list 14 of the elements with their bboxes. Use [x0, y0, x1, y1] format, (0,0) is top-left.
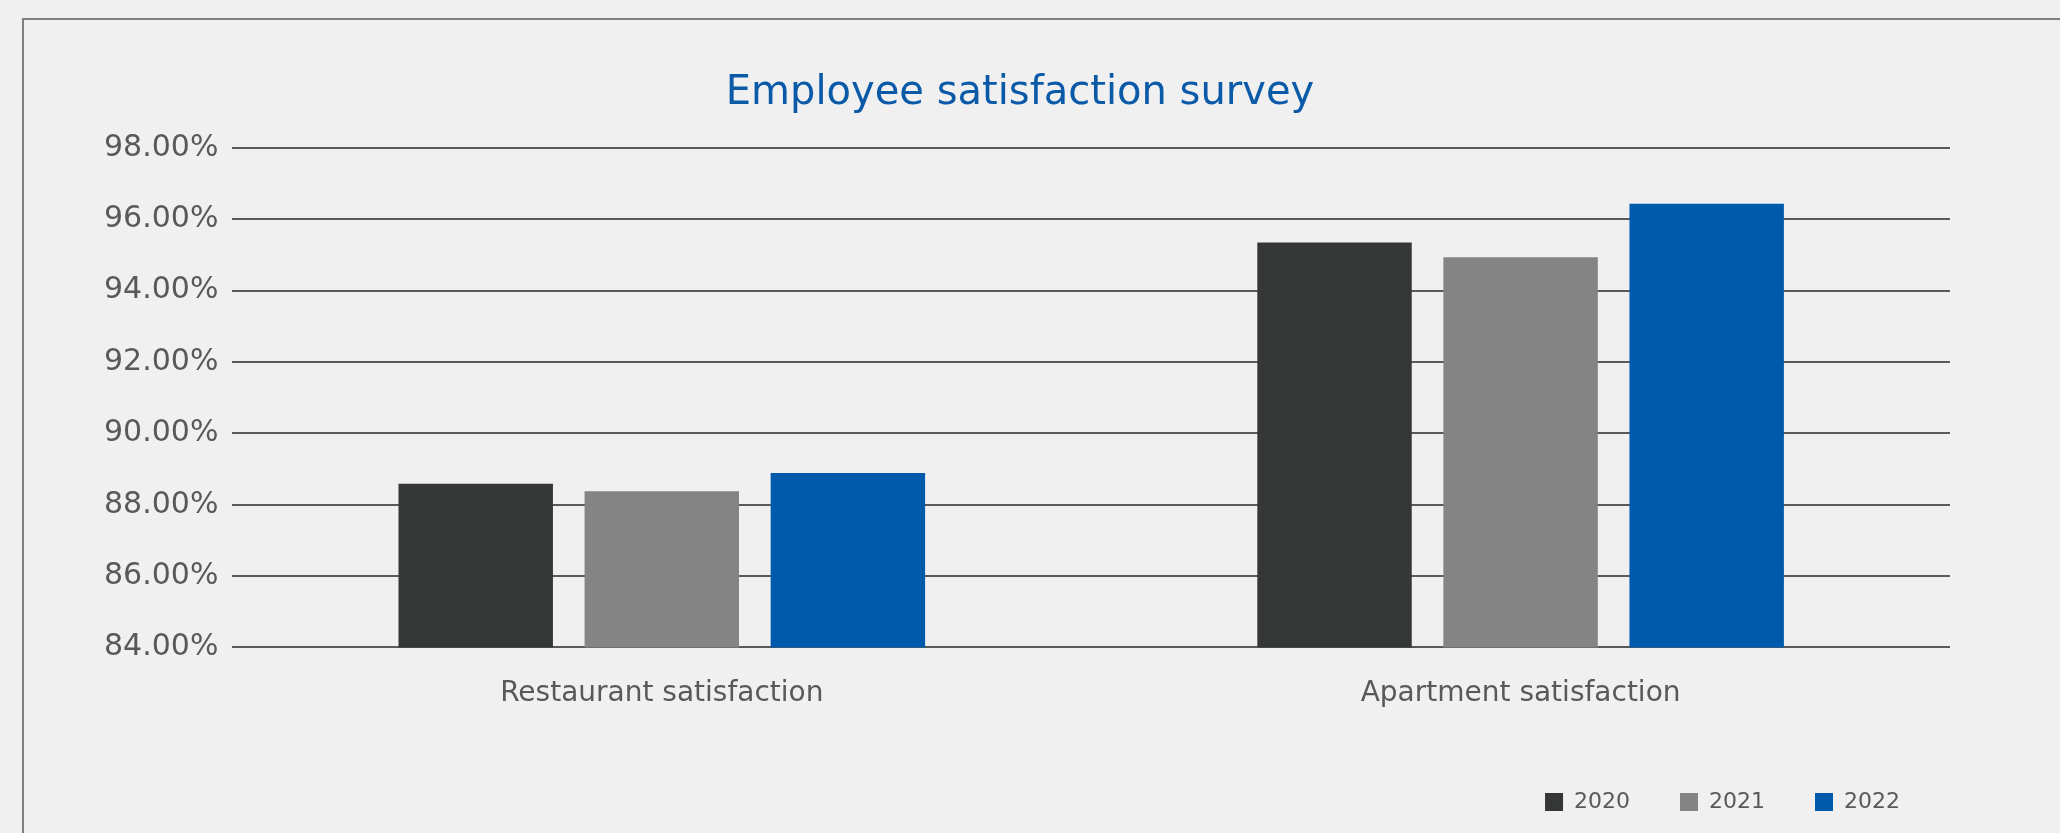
- y-tick-label: 88.00%: [104, 484, 219, 520]
- x-tick-label: Restaurant satisfaction: [500, 675, 824, 709]
- legend-label: 2022: [1844, 787, 1901, 813]
- x-tick-label: Apartment satisfaction: [1360, 675, 1681, 709]
- y-tick-label: 86.00%: [104, 555, 219, 591]
- y-tick-label: 94.00%: [104, 270, 219, 306]
- y-tick-label: 96.00%: [104, 199, 219, 235]
- y-tick-label: 92.00%: [104, 341, 219, 377]
- y-tick-label: 90.00%: [104, 413, 219, 449]
- legend-label: 2021: [1709, 787, 1766, 813]
- chart-title: Employee satisfaction survey: [725, 67, 1315, 114]
- y-tick-label: 84.00%: [104, 627, 219, 663]
- y-tick-label: 98.00%: [104, 127, 219, 163]
- legend-label: 2020: [1574, 787, 1631, 813]
